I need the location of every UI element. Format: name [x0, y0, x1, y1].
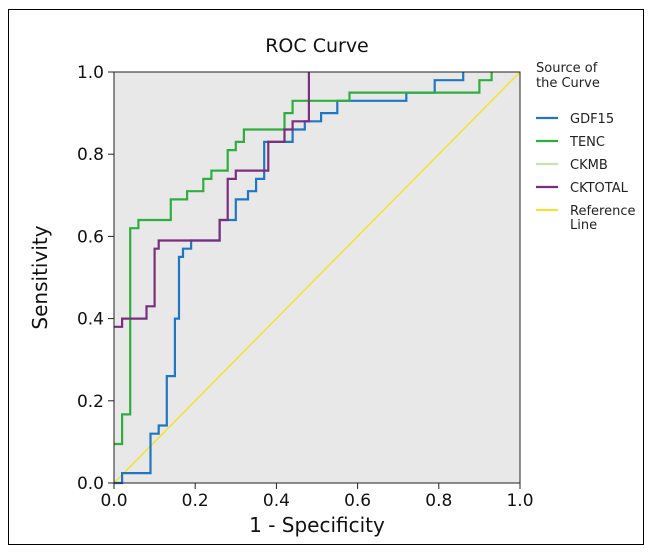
y-axis-ticks: 0.0 0.2 0.4 0.6 0.8 1.0 [77, 63, 114, 494]
series-line-reference-line [113, 71, 521, 484]
y-axis-title: Sensitivity [28, 225, 52, 329]
series-line-gdf15 [114, 72, 465, 485]
legend-label: Reference [570, 204, 635, 219]
plot-border [113, 71, 521, 484]
x-axis-ticks: 0.0 0.2 0.4 0.6 0.8 1.0 [100, 483, 534, 511]
legend-title-line: the Curve [536, 76, 600, 91]
series-line-tenc [114, 72, 493, 446]
y-tick-label: 1.0 [77, 63, 104, 83]
chart-title: ROC Curve [265, 35, 369, 57]
series-line-cktotal [114, 72, 310, 328]
y-tick-label: 0.4 [77, 310, 104, 330]
x-tick-label: 0.8 [425, 491, 452, 511]
y-tick-label: 0.6 [77, 227, 104, 247]
legend-label: GDF15 [570, 112, 614, 127]
legend-label: CKTOTAL [570, 181, 629, 196]
x-tick-label: 0.0 [100, 491, 127, 511]
series-layer [113, 71, 521, 485]
y-tick-label: 0.0 [77, 474, 104, 494]
x-tick-label: 0.4 [263, 491, 290, 511]
legend-label: Line [570, 218, 597, 233]
y-tick-label: 0.2 [77, 392, 104, 412]
y-tick-label: 0.8 [77, 145, 104, 165]
legend-title-line: Source of [536, 61, 598, 76]
x-tick-label: 0.6 [344, 491, 371, 511]
legend-label: TENC [569, 135, 605, 150]
legend-label: CKMB [570, 158, 608, 173]
x-tick-label: 1.0 [506, 491, 533, 511]
x-tick-label: 0.2 [182, 491, 209, 511]
x-axis-title: 1 - Specificity [249, 513, 385, 537]
